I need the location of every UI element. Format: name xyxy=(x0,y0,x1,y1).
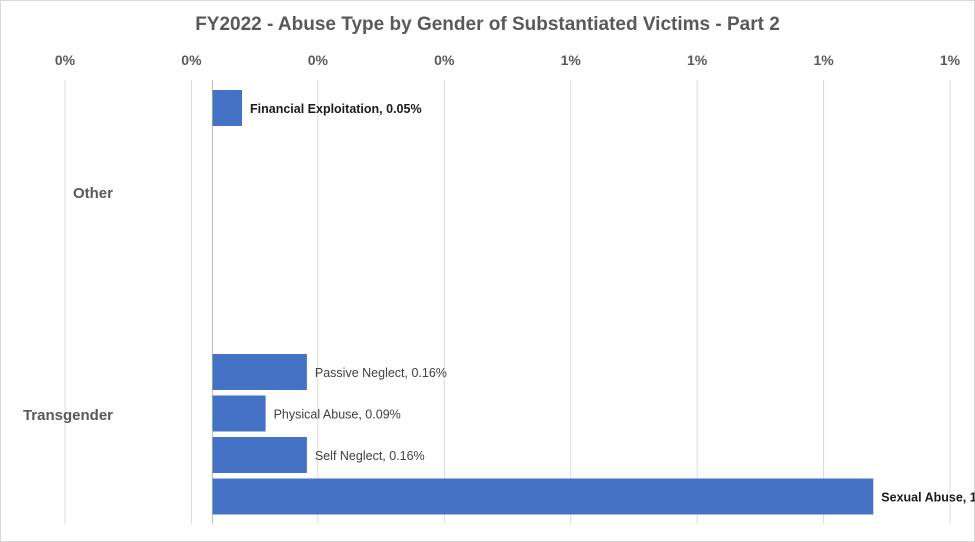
x-tick-label: 0% xyxy=(434,52,455,68)
bar-sexual-abuse xyxy=(212,478,874,515)
bar-self-neglect xyxy=(212,437,307,473)
x-tick-label: 0% xyxy=(308,52,329,68)
bar-physical-abuse xyxy=(212,395,266,432)
x-tick-label: 1% xyxy=(687,52,708,68)
data-label: Self Neglect, 0.16% xyxy=(315,449,425,463)
bar-passive-neglect xyxy=(212,354,307,390)
x-tick-label: 1% xyxy=(813,52,834,68)
data-label: Sexual Abuse, 1.12% xyxy=(881,491,975,505)
chart-title: FY2022 - Abuse Type by Gender of Substan… xyxy=(195,14,780,35)
data-label: Physical Abuse, 0.09% xyxy=(274,408,401,422)
data-label: Passive Neglect, 0.16% xyxy=(315,366,447,380)
x-tick-label: 0% xyxy=(181,52,202,68)
bar-financial-exploitation xyxy=(212,90,242,126)
x-tick-label: 1% xyxy=(940,52,961,68)
category-label: Other xyxy=(73,185,113,202)
x-tick-label: 1% xyxy=(561,52,582,68)
data-label: Financial Exploitation, 0.05% xyxy=(250,102,422,116)
x-tick-label: 0% xyxy=(55,52,76,68)
category-label: Transgender xyxy=(23,407,113,424)
